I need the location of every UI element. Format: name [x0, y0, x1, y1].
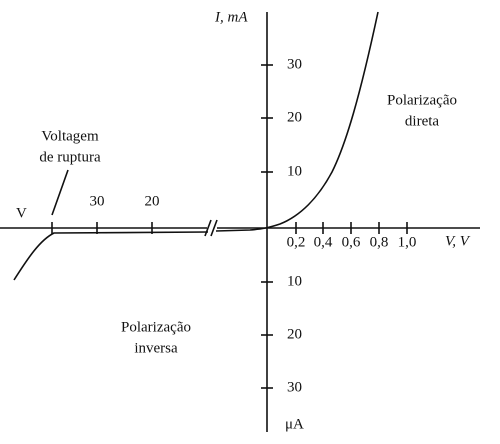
y-tick-label: 20: [287, 326, 302, 342]
annotation: direta: [405, 113, 439, 129]
x-tick-label: 20: [145, 193, 160, 209]
x-tick-label: 0,4: [314, 234, 333, 250]
y-tick-label: 10: [287, 273, 302, 289]
x-tick-label: 0,8: [370, 234, 389, 250]
annotation: de ruptura: [39, 149, 101, 165]
iv-curve: [13, 11, 379, 281]
breakdown-pointer: [51, 169, 69, 216]
x-tick-label: 30: [90, 193, 105, 209]
annotation: Voltagem: [41, 128, 99, 144]
y-tick-label: 10: [287, 163, 302, 179]
x-tick-label: 0,6: [342, 234, 361, 250]
annotation: Polarização: [387, 92, 457, 108]
axis-break: [204, 219, 218, 237]
y-tick-label: 20: [287, 109, 302, 125]
y-unit-label: μA: [285, 416, 304, 432]
x-tick-label: 1,0: [398, 234, 417, 250]
y-axis-label: I, mA: [214, 9, 248, 25]
x-axis-label: V, V: [445, 233, 471, 249]
x-left-label: V: [16, 205, 27, 221]
annotation: inversa: [134, 340, 178, 356]
x-tick-label: 0,2: [287, 234, 306, 250]
y-tick-label: 30: [287, 379, 302, 395]
y-tick-label: 30: [287, 56, 302, 72]
annotation: Polarização: [121, 319, 191, 335]
